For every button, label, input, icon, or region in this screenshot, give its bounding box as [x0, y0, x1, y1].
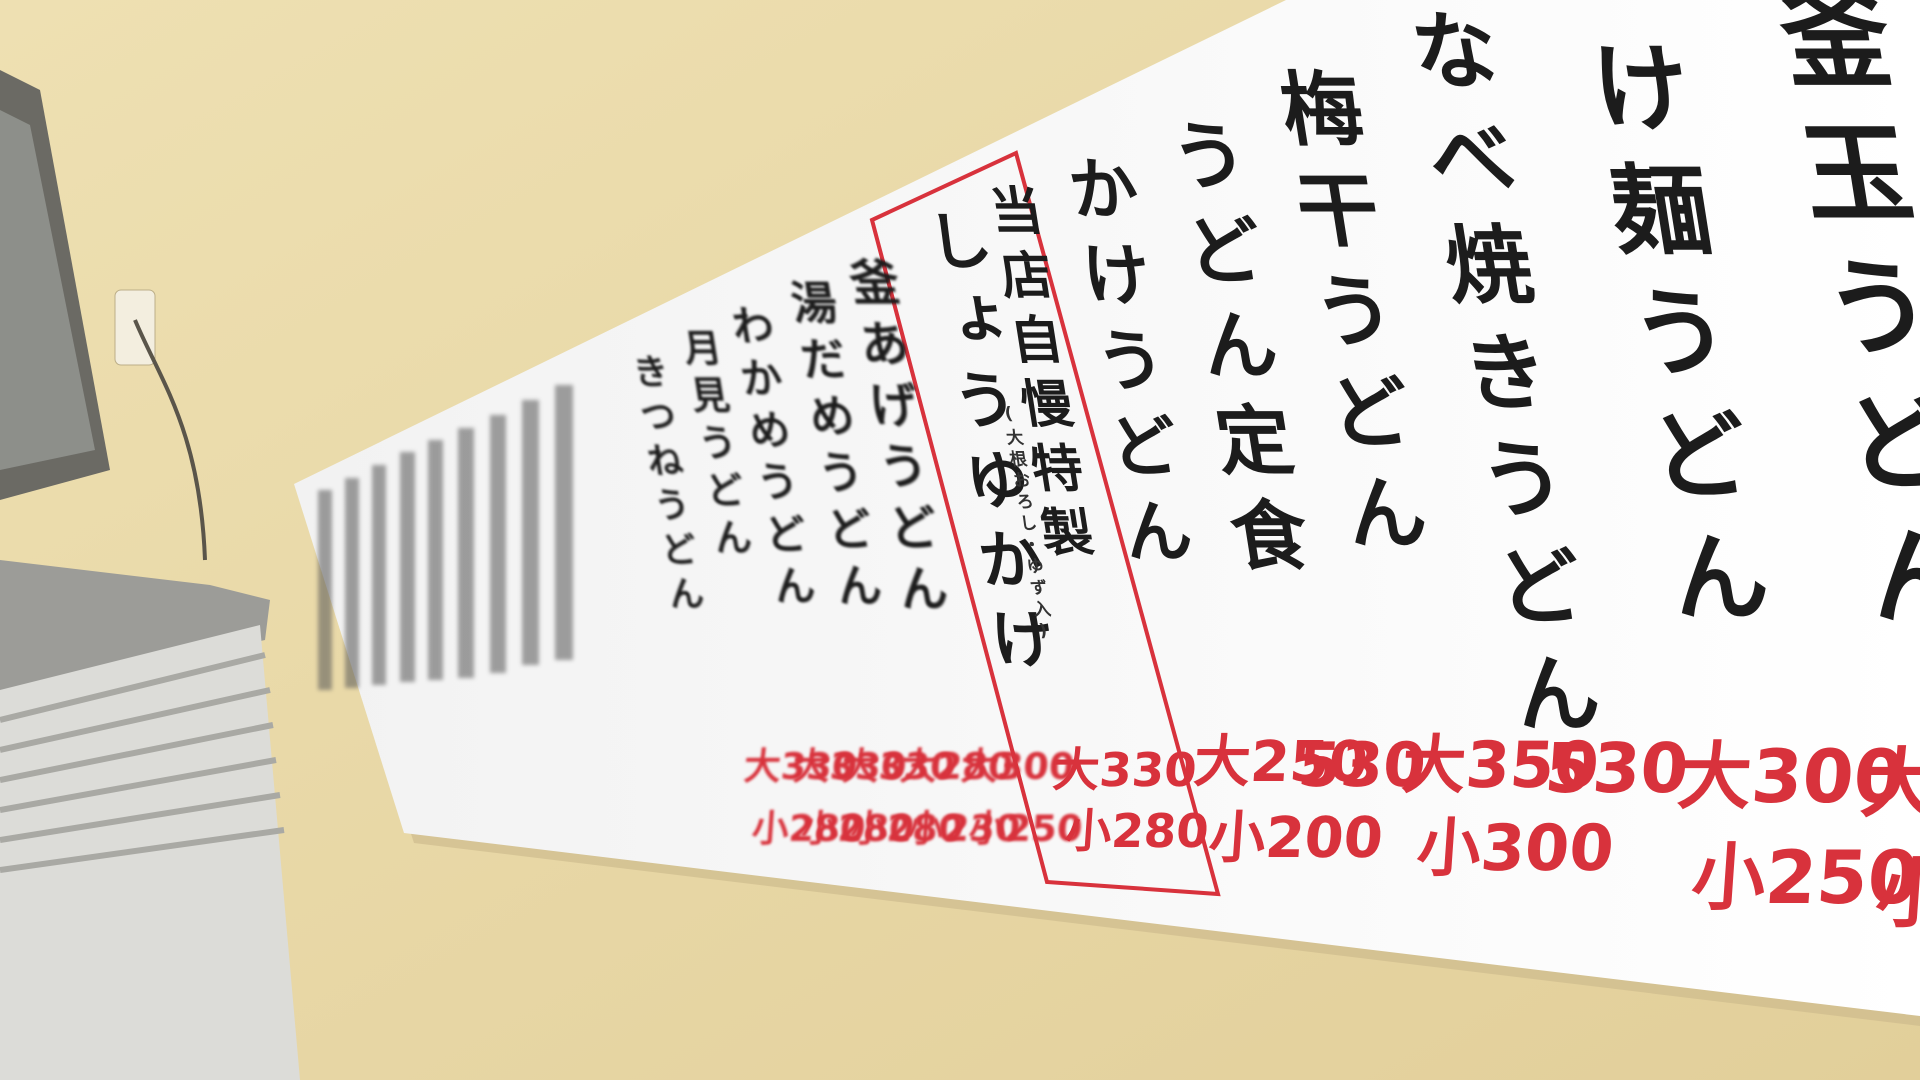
menu-item-price: 530 — [1542, 728, 1692, 809]
device — [0, 560, 270, 700]
menu-item-price: 小 — [1872, 850, 1920, 939]
menu-board — [294, 0, 1920, 1016]
featured-price: 小280 — [1063, 804, 1211, 859]
menu-item-price: 小280 — [750, 806, 867, 850]
ac-unit — [0, 625, 300, 1080]
tiny-menu-text — [318, 385, 573, 690]
menu-item-price: 小200 — [1206, 805, 1385, 871]
cable — [133, 319, 207, 561]
featured-price: 大330 — [1051, 742, 1199, 797]
menu-item-price: 大330 — [743, 745, 860, 789]
window — [0, 110, 95, 470]
menu-item-price: 大2 — [1858, 739, 1920, 828]
ac-slats — [0, 652, 285, 873]
featured-box — [869, 150, 1221, 897]
menu-item-price: 小300 — [1414, 811, 1616, 886]
